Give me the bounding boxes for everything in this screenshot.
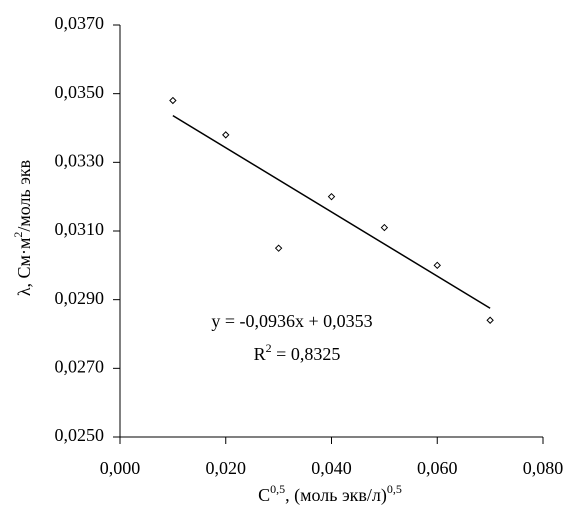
x-tick-label: 0,000 bbox=[100, 458, 141, 478]
x-axis-label-part: C bbox=[258, 485, 270, 505]
data-point bbox=[169, 96, 177, 105]
equation: y = -0,0936x + 0,0353 bbox=[211, 311, 372, 331]
y-tick-label: 0,0250 bbox=[55, 425, 105, 445]
data-point bbox=[327, 192, 336, 201]
x-axis-label-part: , (моль экв/л) bbox=[285, 485, 387, 506]
data-point bbox=[222, 131, 230, 139]
x-tick-label: 0,040 bbox=[311, 458, 352, 478]
y-tick-label: 0,0330 bbox=[55, 150, 105, 170]
y-axis-label-sup: 2 bbox=[11, 232, 25, 238]
y-axis-label: λ, См·м2/моль экв bbox=[11, 160, 34, 296]
r-squared: R2 = 0,8325 bbox=[254, 341, 341, 364]
x-tick-label: 0,060 bbox=[417, 458, 458, 478]
x-tick-label: 0,080 bbox=[523, 458, 564, 478]
y-tick-label: 0,0350 bbox=[55, 82, 105, 102]
data-point bbox=[433, 261, 441, 270]
y-tick-label: 0,0270 bbox=[55, 356, 105, 376]
y-axis-label-part: /моль экв bbox=[14, 160, 34, 232]
x-axis-label: C0,5, (моль экв/л)0,5 bbox=[258, 482, 402, 506]
y-tick-label: 0,0310 bbox=[55, 219, 105, 239]
trendline bbox=[172, 114, 491, 309]
data-point bbox=[274, 244, 283, 252]
x-axis-label-sup: 0,5 bbox=[387, 482, 402, 496]
data-point bbox=[380, 223, 389, 232]
r-squared-sup: 2 bbox=[266, 341, 272, 355]
y-tick-label: 0,0370 bbox=[55, 13, 105, 33]
x-axis-label-sup: 0,5 bbox=[270, 482, 285, 496]
y-axis-label-part: λ, См·м bbox=[14, 238, 34, 297]
y-tick-label: 0,0290 bbox=[55, 288, 105, 308]
x-tick-label: 0,020 bbox=[206, 458, 247, 478]
data-point bbox=[486, 316, 494, 324]
r-squared-part: = 0,8325 bbox=[272, 344, 341, 364]
r-squared-part: R bbox=[254, 344, 266, 364]
